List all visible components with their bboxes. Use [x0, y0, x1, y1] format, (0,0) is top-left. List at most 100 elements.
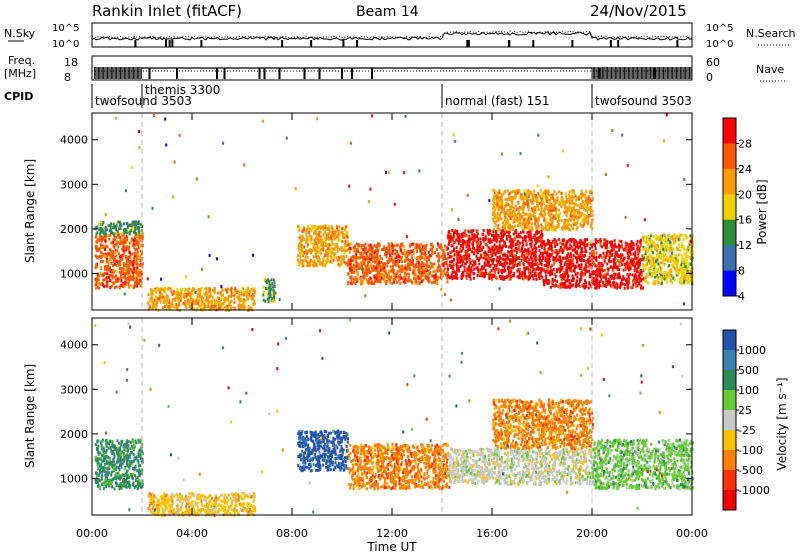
data-cell — [497, 196, 499, 199]
data-cell — [564, 227, 566, 230]
data-cell — [138, 241, 140, 244]
data-cell — [161, 293, 163, 296]
data-cell — [422, 279, 424, 282]
data-cell — [603, 252, 605, 255]
data-cell — [306, 228, 308, 231]
data-cell — [100, 266, 102, 269]
data-cell — [565, 195, 567, 198]
data-cell — [549, 259, 551, 262]
data-cell — [313, 255, 315, 258]
data-cell — [544, 227, 546, 230]
data-cell — [335, 243, 337, 246]
data-cell — [413, 264, 415, 267]
data-cell — [432, 266, 434, 269]
data-cell — [472, 246, 474, 249]
data-cell — [181, 289, 183, 292]
data-cell — [563, 285, 565, 288]
data-cell — [365, 252, 367, 255]
data-cell — [553, 200, 555, 203]
data-cell — [558, 238, 560, 241]
data-cell — [401, 242, 403, 245]
data-cell — [599, 280, 601, 283]
data-cell — [274, 282, 276, 285]
data-cell — [347, 273, 349, 276]
data-cell — [174, 299, 176, 302]
data-cell — [151, 296, 153, 299]
data-cell — [494, 234, 496, 237]
data-cell — [381, 276, 383, 279]
data-cell — [499, 211, 501, 214]
data-cell — [618, 249, 620, 252]
data-cell — [494, 190, 496, 193]
data-cell — [582, 251, 584, 254]
data-cell — [477, 238, 479, 241]
data-cell — [419, 244, 421, 247]
data-cell — [117, 241, 119, 244]
data-cell — [304, 259, 306, 262]
data-cell — [494, 264, 496, 267]
data-cell — [98, 228, 100, 231]
data-cell — [634, 256, 636, 259]
data-cell — [208, 295, 210, 298]
data-cell — [636, 270, 638, 273]
data-cell — [520, 231, 522, 234]
data-cell — [375, 249, 377, 252]
data-cell — [519, 206, 521, 209]
data-cell — [353, 264, 355, 267]
data-cell — [531, 252, 533, 255]
data-cell — [253, 295, 255, 298]
data-cell — [341, 240, 343, 243]
data-cell — [234, 287, 236, 290]
data-cell — [552, 216, 554, 219]
data-cell — [580, 203, 582, 206]
data-cell — [353, 268, 355, 271]
data-cell — [239, 294, 241, 297]
data-cell — [502, 221, 504, 224]
data-cell — [513, 219, 515, 222]
data-cell — [496, 203, 498, 206]
data-cell — [151, 290, 153, 293]
data-cell — [545, 194, 547, 197]
data-cell — [357, 248, 359, 251]
data-cell — [519, 250, 521, 253]
data-cell — [447, 247, 449, 250]
data-cell — [496, 264, 498, 267]
data-cell — [575, 222, 577, 225]
data-cell — [217, 292, 219, 295]
data-cell — [391, 282, 393, 285]
data-cell — [107, 252, 109, 255]
data-cell — [597, 274, 599, 277]
data-cell — [506, 231, 508, 234]
data-cell — [99, 239, 101, 242]
data-cell — [334, 253, 336, 256]
data-cell — [135, 221, 137, 224]
data-cell — [106, 268, 108, 271]
data-cell — [298, 246, 300, 249]
data-cell — [541, 233, 543, 236]
data-cell — [459, 235, 461, 238]
data-cell — [394, 249, 396, 252]
data-cell — [416, 256, 418, 259]
data-cell — [102, 260, 104, 263]
data-cell — [433, 262, 435, 265]
data-cell — [456, 257, 458, 260]
data-cell — [236, 291, 238, 294]
data-cell — [342, 258, 344, 261]
data-cell — [323, 245, 325, 248]
data-cell — [637, 240, 639, 243]
data-cell — [578, 209, 580, 212]
data-cell — [520, 196, 522, 199]
data-cell — [340, 263, 342, 266]
data-cell — [117, 280, 119, 283]
data-cell — [356, 263, 358, 266]
data-cell — [554, 257, 556, 260]
data-cell — [361, 260, 363, 263]
data-cell — [464, 263, 466, 266]
data-cell — [557, 196, 559, 199]
data-cell — [508, 227, 510, 230]
data-cell — [224, 306, 226, 309]
data-cell — [489, 250, 491, 253]
data-cell — [395, 260, 397, 263]
data-cell — [541, 200, 543, 203]
data-cell — [115, 228, 117, 231]
